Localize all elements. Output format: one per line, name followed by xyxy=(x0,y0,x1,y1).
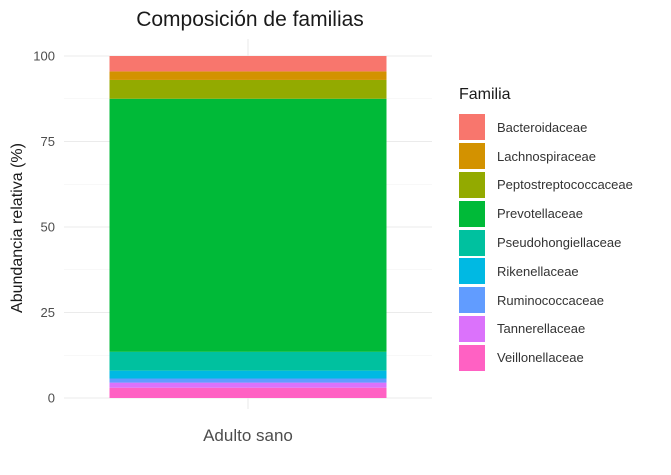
bar-segment-tannerellaceae xyxy=(109,382,387,388)
legend-label: Prevotellaceae xyxy=(497,206,583,222)
legend-item: Veillonellaceae xyxy=(459,343,633,372)
bar-segment-veillonellaceae xyxy=(109,387,387,398)
y-tick-label: 75 xyxy=(41,134,55,149)
legend-label: Pseudohongiellaceae xyxy=(497,235,622,251)
chart-title: Composición de familias xyxy=(136,8,364,31)
legend-title: Familia xyxy=(459,86,511,103)
legend: Familia Bacteroidaceae Lachnospiraceae Pep… xyxy=(459,86,633,372)
legend-label: Lachnospiraceae xyxy=(497,148,597,164)
bar-segment-lachnospiraceae xyxy=(109,71,387,80)
bar-segment-peptostreptococcaceae xyxy=(109,79,387,99)
legend-swatch xyxy=(459,114,485,141)
legend-swatch xyxy=(459,258,485,285)
bar-segment-ruminococcaceae xyxy=(109,378,387,383)
legend-swatch xyxy=(459,171,485,198)
legend-swatch xyxy=(459,143,485,170)
legend-item: Prevotellaceae xyxy=(459,199,633,228)
legend-label: Veillonellaceae xyxy=(497,350,584,366)
bar-segment-prevotellaceae xyxy=(109,98,387,352)
legend-swatch xyxy=(459,287,485,314)
legend-label: Tannerellaceae xyxy=(497,321,586,337)
legend-label: Bacteroidaceae xyxy=(497,119,588,135)
bar-segment-bacteroidaceae xyxy=(109,56,387,72)
legend-swatch xyxy=(459,229,485,256)
legend-item: Pseudohongiellaceae xyxy=(459,228,633,257)
legend-label: Ruminococcaceae xyxy=(497,292,604,308)
legend-swatch xyxy=(459,200,485,227)
y-tick-label: 100 xyxy=(33,49,55,64)
legend-item: Lachnospiraceae xyxy=(459,142,633,171)
legend-label: Peptostreptococcaceae xyxy=(497,177,633,193)
legend-swatch xyxy=(459,315,485,342)
y-tick-label: 0 xyxy=(48,391,55,406)
legend-item: Peptostreptococcaceae xyxy=(459,171,633,200)
x-tick-label: Adulto sano xyxy=(203,426,293,445)
bar-segment-rikenellaceae xyxy=(109,370,387,379)
legend-item: Bacteroidaceae xyxy=(459,113,633,142)
legend-swatch xyxy=(459,344,485,371)
y-tick-label: 50 xyxy=(41,220,55,235)
legend-item: Ruminococcaceae xyxy=(459,286,633,315)
legend-item: Rikenellaceae xyxy=(459,257,633,286)
y-tick-label: 25 xyxy=(41,305,55,320)
legend-item: Tannerellaceae xyxy=(459,315,633,344)
bar-segment-pseudohongiellaceae xyxy=(109,351,387,371)
legend-label: Rikenellaceae xyxy=(497,263,579,279)
legend-items: Bacteroidaceae Lachnospiraceae Peptostrept… xyxy=(459,113,633,372)
